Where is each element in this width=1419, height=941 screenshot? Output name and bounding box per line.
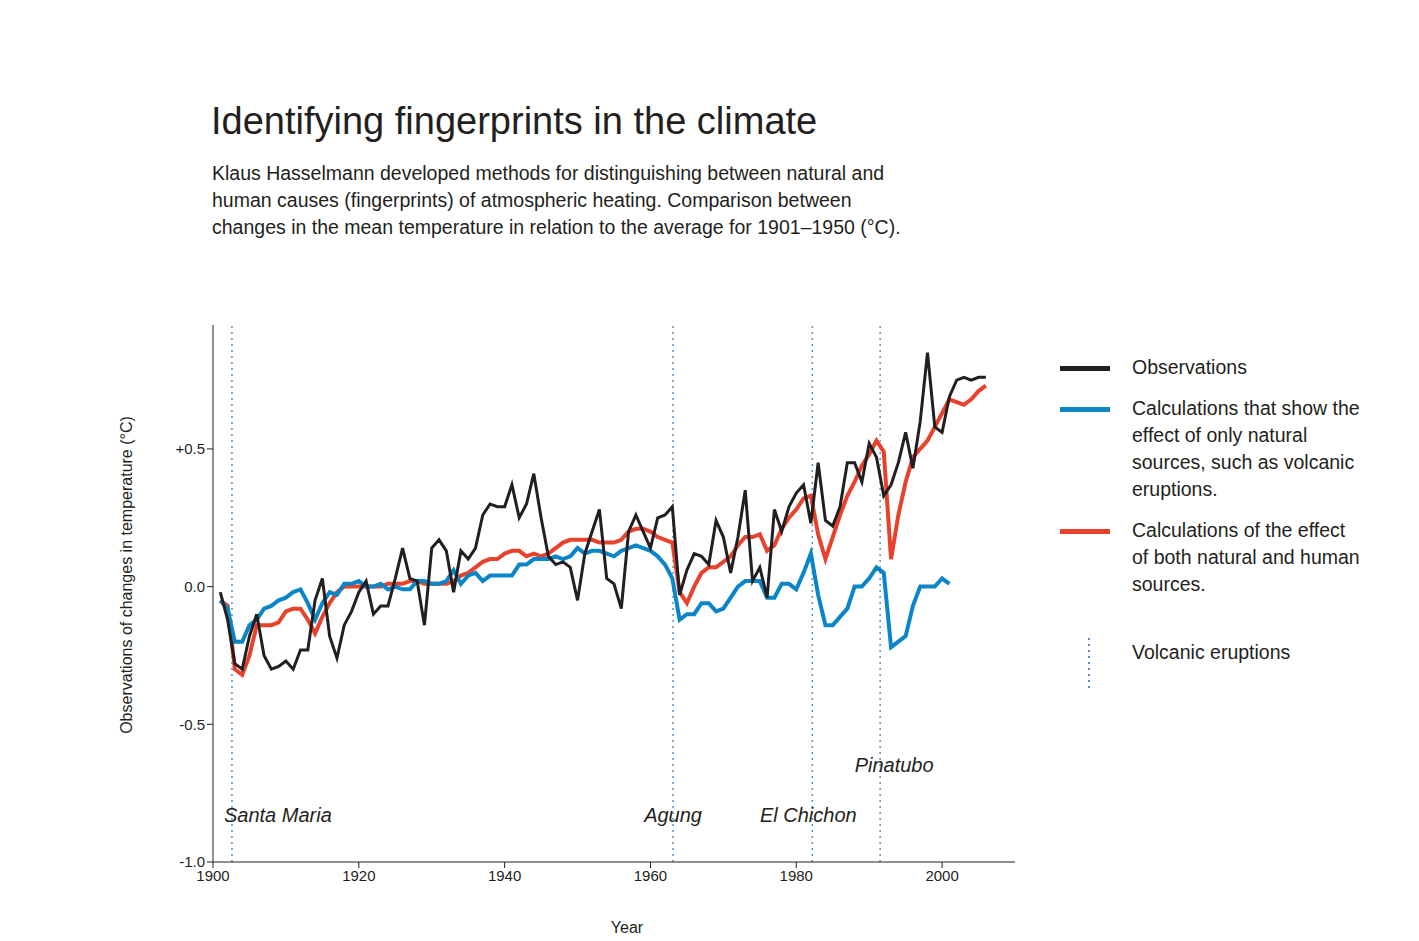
html-text:Year: Year: [610, 919, 644, 936]
svg-text:2000: 2000: [925, 867, 958, 884]
svg-text:1900: 1900: [196, 866, 230, 884]
html-text:Klaus Hasselmann developed met: Klaus Hasselmann developed methods for d…: [212, 162, 901, 238]
svg-text:-0.5: -0.5: [179, 716, 205, 733]
svg-text:Agung: Agung: [643, 804, 702, 826]
svg-text:Santa Maria: Santa Maria: [224, 804, 332, 826]
svg-text:Pinatubo: Pinatubo: [855, 754, 934, 776]
html-text:Volcanic eruptions: Volcanic eruptions: [1132, 640, 1291, 663]
svg-text:0.0: 0.0: [184, 578, 205, 595]
html-text:Observations: Observations: [1132, 356, 1247, 378]
svg-text:-1.0: -1.0: [179, 853, 205, 870]
html-text:Calculations of the effect of: Calculations of the effect of both natur…: [1132, 519, 1360, 595]
html-text:Observations of changes in tem: Observations of changes in temperature (…: [118, 416, 135, 734]
svg-text:+0.5: +0.5: [175, 440, 205, 457]
svg-text:1940: 1940: [488, 867, 521, 884]
html-text:Identifying fingerprints in th: Identifying fingerprints in the climate: [211, 100, 818, 142]
svg-text:1960: 1960: [634, 867, 667, 884]
svg-text:1980: 1980: [780, 867, 813, 884]
svg-text:1920: 1920: [342, 867, 375, 884]
html-text:Calculations that show the eff: Calculations that show the effect of onl…: [1132, 397, 1360, 500]
svg-text:El Chichon: El Chichon: [760, 804, 857, 826]
